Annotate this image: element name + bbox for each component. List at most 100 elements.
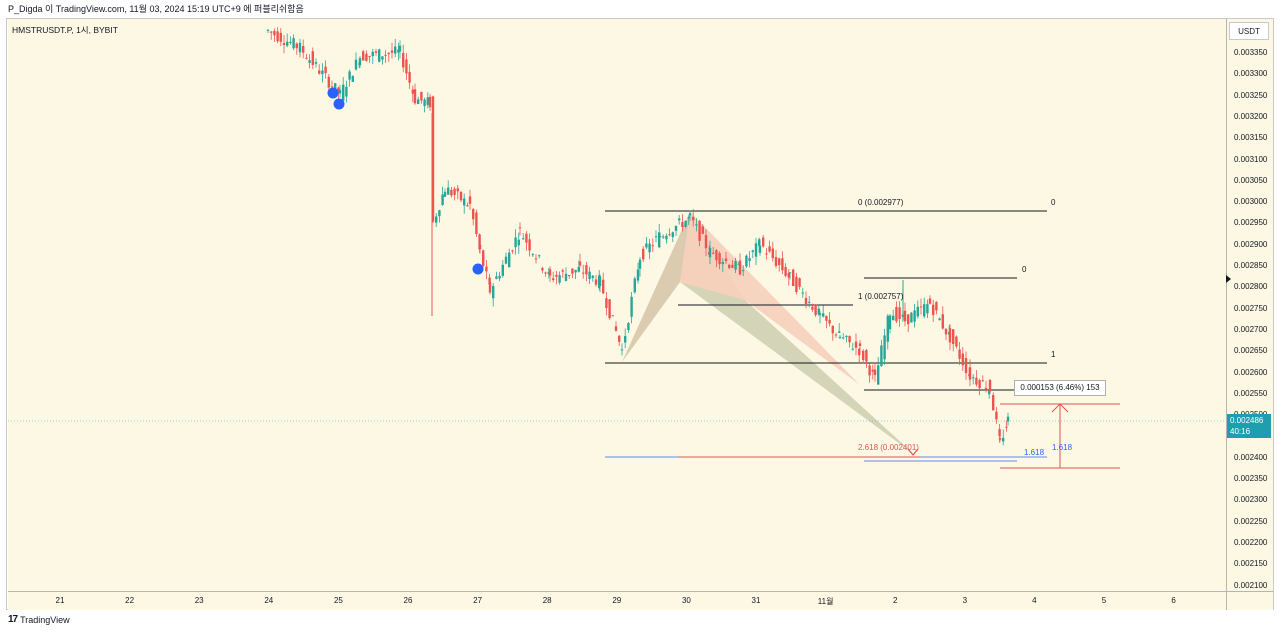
time-tick: 28 <box>542 596 552 605</box>
candle-body <box>758 239 761 246</box>
candle-body <box>636 269 640 281</box>
candle-body <box>270 31 273 33</box>
candle-body <box>851 348 854 350</box>
candle-body <box>715 250 718 261</box>
candle-body <box>748 258 751 261</box>
current-price-tag: 0.002486 40:16 <box>1227 414 1271 438</box>
candle-body <box>916 306 919 317</box>
candle-body <box>975 377 978 385</box>
pattern-triangle <box>690 212 860 385</box>
candle-body <box>558 275 561 283</box>
candle-body <box>368 55 371 57</box>
candle-body <box>548 269 552 276</box>
time-tick: 11월 <box>817 597 834 606</box>
candle-body <box>611 315 614 317</box>
time-axis[interactable] <box>8 591 1226 610</box>
candle-body <box>508 252 511 268</box>
candle-body <box>880 345 883 367</box>
candle-body <box>687 216 690 219</box>
symbol-label[interactable]: HMSTRUSDT.P, 1시, BYBIT <box>12 25 118 35</box>
candle-body <box>662 236 665 238</box>
candle-body <box>774 257 778 266</box>
price-range-measure-label[interactable]: 0.000153 (6.46%) 153 <box>1014 380 1106 396</box>
candle-body <box>781 258 784 271</box>
time-tick: 25 <box>333 596 343 605</box>
time-tick: 5 <box>1101 596 1107 605</box>
candle-body <box>671 232 674 238</box>
candle-body <box>695 224 698 226</box>
candle-body <box>955 336 958 347</box>
footer-brand[interactable]: 17 TradingView <box>8 614 70 625</box>
candle-body <box>338 89 342 94</box>
price-tick: 0.002350 <box>1234 474 1268 483</box>
candle-body <box>804 297 808 305</box>
price-tick: 0.002800 <box>1234 282 1268 292</box>
candle-body <box>466 205 469 207</box>
candle-body <box>378 49 381 62</box>
candle-body <box>365 53 368 61</box>
candle-body <box>602 279 605 294</box>
candle-countdown: 40:16 <box>1230 427 1251 436</box>
candle-body <box>926 304 929 314</box>
candle-body <box>718 252 721 265</box>
candle-body <box>704 235 708 249</box>
candle-body <box>428 96 432 108</box>
candle-body <box>478 234 481 250</box>
candle-body <box>438 210 441 217</box>
candle-body <box>765 253 768 255</box>
candle-body <box>754 243 758 257</box>
candle-body <box>459 191 463 201</box>
currency-selector[interactable]: USDT <box>1229 22 1269 40</box>
candle-body <box>398 45 402 52</box>
price-tick: 0.002650 <box>1234 346 1268 356</box>
candle-body <box>665 235 668 240</box>
candle-body <box>413 89 417 104</box>
pattern-triangle <box>680 282 915 455</box>
candle-body <box>678 218 681 221</box>
candle-body <box>708 247 712 258</box>
candle-body <box>651 245 654 247</box>
candle-body <box>598 276 602 286</box>
candle-body <box>538 255 541 257</box>
axis-corner[interactable] <box>1226 591 1273 610</box>
chart-plot-area[interactable] <box>8 19 1226 591</box>
candle-body <box>492 286 495 299</box>
price-tick: 0.003250 <box>1234 90 1268 100</box>
candle-body <box>387 53 390 55</box>
candle-body <box>958 349 961 359</box>
candle-body <box>485 266 488 272</box>
candle-body <box>447 187 450 195</box>
candle-body <box>645 243 648 248</box>
candle-body <box>482 250 485 266</box>
candle-body <box>594 279 598 285</box>
candle-body <box>903 310 907 322</box>
candle-body <box>295 43 298 49</box>
candle-body <box>384 54 387 56</box>
candle-body <box>627 323 630 331</box>
candle-body <box>1006 416 1010 422</box>
target-arrow-icon <box>907 448 919 456</box>
candle-body <box>517 239 520 246</box>
candle-body <box>848 335 851 343</box>
price-tick: 0.002850 <box>1234 261 1268 270</box>
candle-body <box>571 268 574 274</box>
candle-body <box>1005 426 1008 428</box>
candle-body <box>948 328 952 343</box>
candle-body <box>888 315 892 330</box>
candle-body <box>838 331 841 333</box>
candle-body <box>919 306 923 308</box>
candle-body <box>522 238 525 240</box>
candle-body <box>564 273 568 281</box>
candle-body <box>964 358 968 374</box>
candle-body <box>420 91 423 101</box>
time-tick: 6 <box>1171 596 1176 605</box>
price-axis[interactable] <box>1226 19 1273 591</box>
candle-body <box>292 38 295 49</box>
candle-body <box>456 188 459 192</box>
time-tick: 4 <box>1032 596 1037 605</box>
candle-body <box>541 268 544 271</box>
candle-body <box>405 59 408 74</box>
candle-body <box>978 380 981 389</box>
candle-body <box>282 43 286 45</box>
